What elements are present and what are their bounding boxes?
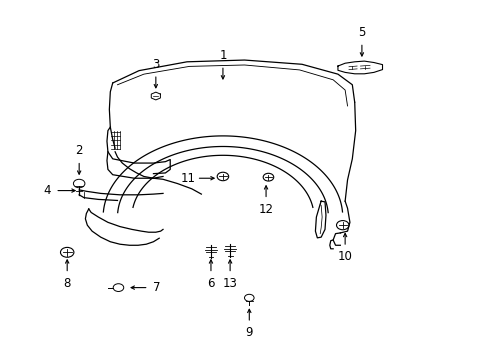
- Text: 6: 6: [207, 277, 214, 290]
- Text: 13: 13: [222, 277, 237, 290]
- Text: 4: 4: [43, 184, 51, 197]
- Text: 2: 2: [75, 144, 83, 157]
- Text: 12: 12: [258, 203, 273, 216]
- Text: 8: 8: [63, 277, 71, 290]
- Text: 5: 5: [358, 26, 365, 39]
- Text: 11: 11: [181, 172, 196, 185]
- Text: 10: 10: [337, 251, 352, 264]
- Text: 3: 3: [152, 58, 159, 71]
- Text: 7: 7: [153, 281, 160, 294]
- Text: 1: 1: [219, 49, 226, 62]
- Text: 9: 9: [245, 326, 252, 339]
